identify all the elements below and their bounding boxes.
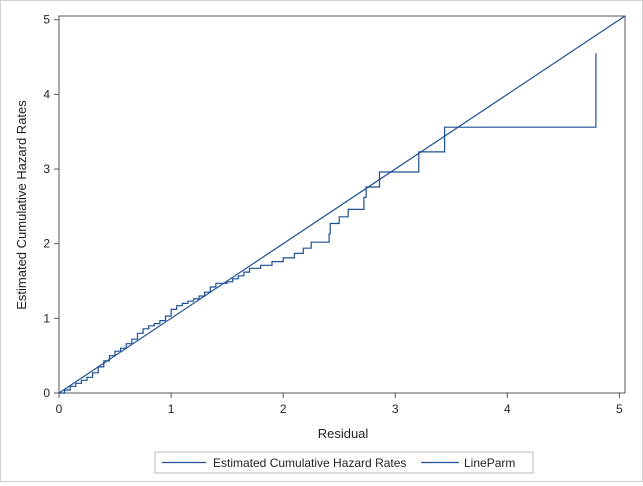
x-tick-label: 5 [616,402,623,416]
y-axis-label: Estimated Cumulative Hazard Rates [14,100,29,310]
y-tick-label: 1 [43,311,50,325]
legend: Estimated Cumulative Hazard Rates LinePa… [155,452,533,473]
x-tick-label: 4 [504,402,511,416]
y-tick-label: 0 [43,386,50,400]
y-axis-ticks: 0 1 2 3 4 5 [43,13,59,400]
x-tick-label: 0 [56,402,63,416]
x-tick-label: 1 [168,402,175,416]
y-tick-label: 2 [43,237,50,251]
legend-label-lineparm: LineParm [464,456,515,470]
x-axis-label: Residual [318,426,369,441]
x-tick-label: 2 [280,402,287,416]
y-tick-label: 3 [43,162,50,176]
x-tick-label: 3 [392,402,399,416]
y-tick-label: 4 [43,87,50,101]
x-axis-ticks: 0 1 2 3 4 5 [56,393,623,416]
legend-label-hazard: Estimated Cumulative Hazard Rates [213,456,406,470]
y-tick-label: 5 [43,13,50,27]
